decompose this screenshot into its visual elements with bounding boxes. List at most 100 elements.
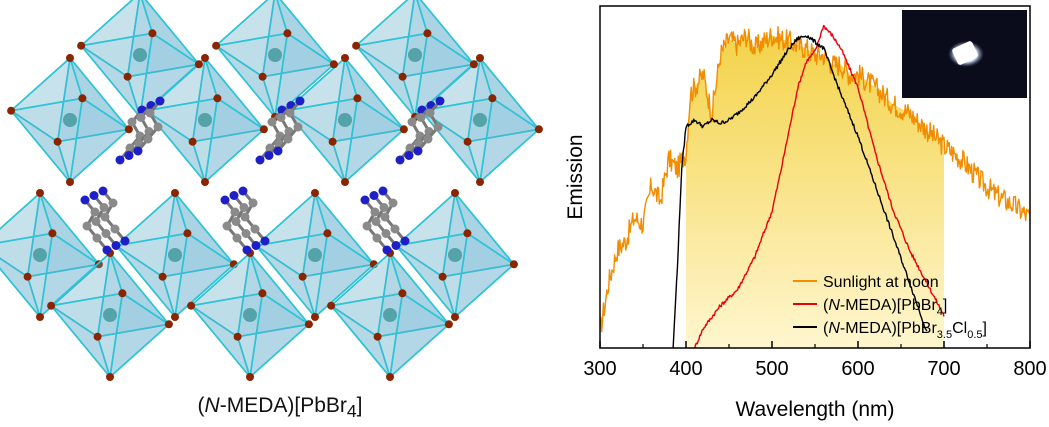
meda-cation bbox=[220, 186, 270, 255]
bromide-atom bbox=[327, 301, 336, 310]
nitrogen-atom bbox=[229, 191, 239, 200]
bromide-atom bbox=[353, 94, 362, 103]
carbon-atom bbox=[276, 113, 286, 122]
carbon-atom bbox=[100, 212, 110, 222]
bromide-atom bbox=[118, 289, 127, 298]
bromide-atom bbox=[7, 106, 16, 115]
bromide-atom bbox=[47, 301, 56, 310]
bromide-atom bbox=[534, 125, 543, 134]
structure-caption: (N-MEDA)[PbBr4] bbox=[0, 394, 560, 422]
lead-atom bbox=[473, 113, 487, 127]
x-axis-label: Wavelength (nm) bbox=[735, 398, 894, 421]
bromide-atom bbox=[164, 320, 173, 329]
carbon-atom bbox=[127, 117, 137, 127]
nitrogen-atom bbox=[382, 245, 392, 255]
nitrogen-atom bbox=[111, 241, 121, 250]
bromide-atom bbox=[438, 272, 447, 281]
sunlight-visible-shading bbox=[686, 35, 944, 348]
carbon-atom bbox=[371, 217, 381, 226]
nitrogen-atom bbox=[378, 186, 388, 196]
lead-atom bbox=[198, 113, 212, 127]
caption-italic: N bbox=[204, 394, 220, 417]
nitrogen-atom bbox=[391, 241, 401, 250]
lead-atom bbox=[133, 48, 147, 62]
carbon-atom bbox=[90, 207, 100, 217]
crystal-structure-image bbox=[0, 0, 543, 381]
bromide-atom bbox=[171, 189, 179, 197]
nitrogen-atom bbox=[242, 245, 252, 255]
carbon-atom bbox=[416, 113, 426, 122]
x-tick-label: 800 bbox=[1013, 358, 1046, 380]
carbon-atom bbox=[136, 113, 146, 122]
pbbr6-octahedron bbox=[7, 54, 133, 186]
bromide-atom bbox=[373, 332, 382, 341]
bromide-atom bbox=[187, 301, 196, 310]
carbon-atom bbox=[240, 212, 250, 222]
bromide-atom bbox=[233, 332, 242, 341]
bromide-atom bbox=[53, 137, 62, 146]
x-tick-label: 600 bbox=[841, 358, 874, 380]
pbbr6-octahedron bbox=[352, 0, 478, 121]
carbon-atom bbox=[388, 198, 398, 208]
carbon-atom bbox=[241, 229, 251, 238]
series-line-pbbr4 bbox=[694, 24, 945, 348]
bromide-atom bbox=[148, 29, 157, 38]
bromide-atom bbox=[323, 229, 332, 238]
meda-cation bbox=[115, 96, 165, 165]
carbon-atom bbox=[379, 203, 389, 212]
nitrogen-atom bbox=[295, 96, 305, 106]
lead-atom bbox=[243, 308, 257, 322]
caption-mid: -MEDA)[PbBr bbox=[219, 394, 347, 417]
nitrogen-atom bbox=[260, 236, 270, 246]
lead-atom bbox=[168, 248, 182, 262]
carbon-atom bbox=[423, 134, 433, 144]
nitrogen-atom bbox=[251, 241, 261, 250]
nitrogen-atom bbox=[400, 236, 410, 246]
nitrogen-atom bbox=[133, 146, 143, 156]
bromide-atom bbox=[78, 94, 87, 103]
carbon-atom bbox=[372, 233, 382, 243]
x-tick-label: 700 bbox=[927, 358, 960, 380]
pbbr6-octahedron bbox=[112, 189, 238, 321]
carbon-atom bbox=[370, 207, 380, 217]
lead-atom bbox=[268, 48, 282, 62]
nitrogen-atom bbox=[369, 191, 379, 200]
carbon-atom bbox=[153, 122, 163, 132]
bromide-atom bbox=[213, 94, 222, 103]
carbon-atom bbox=[82, 221, 92, 231]
carbon-atom bbox=[267, 117, 277, 127]
nitrogen-atom bbox=[115, 155, 125, 165]
carbon-atom bbox=[433, 122, 443, 132]
carbon-atom bbox=[110, 224, 120, 234]
bromide-atom bbox=[304, 320, 313, 329]
carbon-atom bbox=[108, 198, 118, 208]
bromide-atom bbox=[311, 313, 319, 321]
carbon-atom bbox=[407, 117, 417, 127]
carbon-atom bbox=[91, 217, 101, 226]
pbbr6-octahedron bbox=[0, 189, 103, 321]
nitrogen-atom bbox=[238, 186, 248, 196]
nitrogen-atom bbox=[98, 186, 108, 196]
nitrogen-atom bbox=[273, 146, 283, 156]
bromide-atom bbox=[124, 125, 133, 134]
lead-atom bbox=[103, 308, 117, 322]
legend-label-pbbr35cl05: (N-MEDA)[PbBr3.5Cl0.5] bbox=[823, 320, 987, 341]
bromide-atom bbox=[36, 313, 44, 321]
x-tick-label: 300 bbox=[583, 358, 616, 380]
bromide-atom bbox=[341, 54, 349, 62]
bromide-atom bbox=[258, 72, 267, 81]
bromide-atom bbox=[212, 41, 221, 50]
meda-cation bbox=[395, 96, 445, 165]
lead-atom bbox=[308, 248, 322, 262]
carbon-atom bbox=[248, 198, 258, 208]
pbbr6-octahedron bbox=[417, 54, 543, 186]
legend: Sunlight at noon (N-MEDA)[PbBr4] (N-MEDA… bbox=[793, 274, 987, 341]
nitrogen-atom bbox=[395, 155, 405, 165]
carbon-atom bbox=[381, 229, 391, 238]
bromide-atom bbox=[451, 313, 459, 321]
carbon-atom bbox=[92, 233, 102, 243]
x-tick-label: 400 bbox=[669, 358, 702, 380]
carbon-atom bbox=[283, 134, 293, 144]
bromide-atom bbox=[444, 320, 453, 329]
